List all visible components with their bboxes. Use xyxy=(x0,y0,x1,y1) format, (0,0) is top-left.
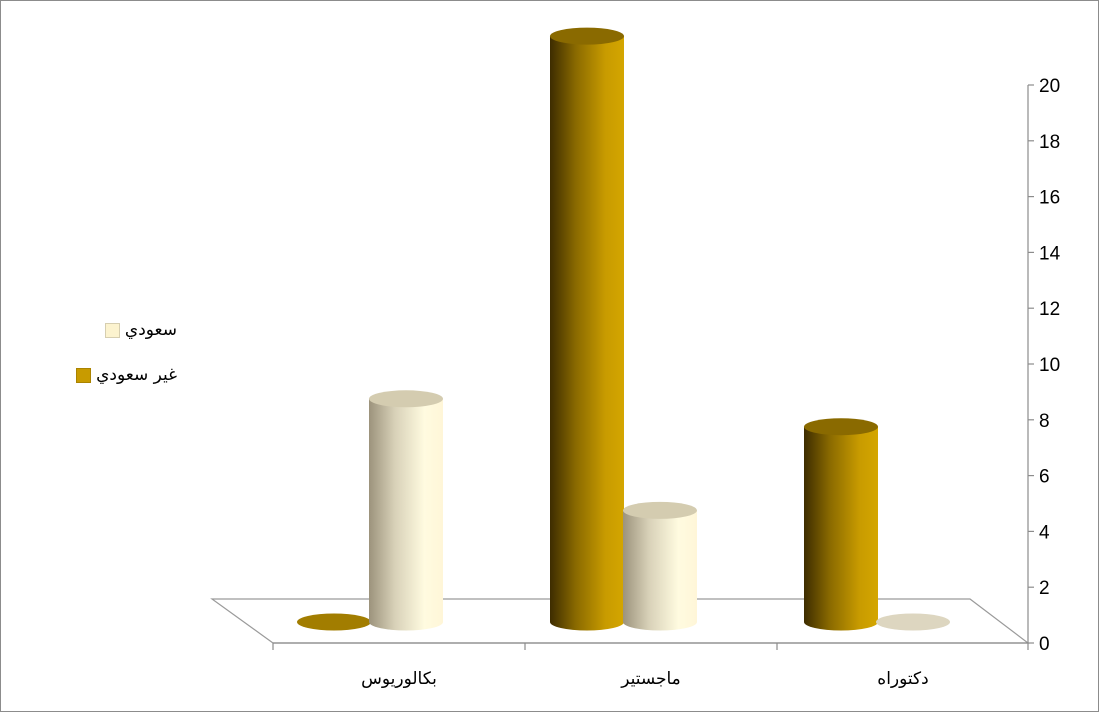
y-tick-label-20: 20 xyxy=(1039,76,1060,97)
bar-saudi-0 xyxy=(369,390,443,630)
bar-non-saudi-1 xyxy=(550,28,624,631)
y-tick-label-16: 16 xyxy=(1039,188,1060,209)
bar-saudi-2 xyxy=(876,614,950,631)
legend: سعودي غير سعودي xyxy=(37,319,177,409)
y-tick-label-8: 8 xyxy=(1039,411,1050,432)
category-label-0: بكالوريوس xyxy=(361,669,437,689)
legend-item-saudi: سعودي xyxy=(37,319,177,341)
y-tick-label-14: 14 xyxy=(1039,243,1061,264)
y-tick-label-4: 4 xyxy=(1039,522,1050,543)
legend-swatch-saudi xyxy=(105,323,120,338)
legend-item-non-saudi: غير سعودي xyxy=(37,364,177,386)
y-tick-label-10: 10 xyxy=(1039,355,1060,376)
bar-saudi-0-top xyxy=(369,390,443,407)
bar-non-saudi-0 xyxy=(297,614,371,631)
bar-non-saudi-1-body xyxy=(550,36,624,630)
bar-saudi-0-body xyxy=(369,399,443,631)
y-tick-label-18: 18 xyxy=(1039,132,1060,153)
bar-non-saudi-2-top xyxy=(804,418,878,435)
y-tick-label-12: 12 xyxy=(1039,299,1060,320)
bar-non-saudi-2-body xyxy=(804,427,878,631)
legend-label-non-saudi: غير سعودي xyxy=(96,365,177,385)
legend-swatch-non-saudi xyxy=(76,368,91,383)
bar-saudi-1-body xyxy=(623,510,697,630)
bar-non-saudi-1-top xyxy=(550,28,624,45)
y-tick-label-2: 2 xyxy=(1039,578,1050,599)
legend-label-saudi: سعودي xyxy=(125,320,177,340)
bar-saudi-1 xyxy=(623,502,697,631)
y-tick-label-6: 6 xyxy=(1039,467,1050,488)
category-label-2: دكتوراه xyxy=(877,669,928,689)
category-label-1: ماجستير xyxy=(620,669,681,689)
bar-non-saudi-2 xyxy=(804,418,878,630)
bar-saudi-1-top xyxy=(623,502,697,519)
y-tick-label-0: 0 xyxy=(1039,634,1050,655)
